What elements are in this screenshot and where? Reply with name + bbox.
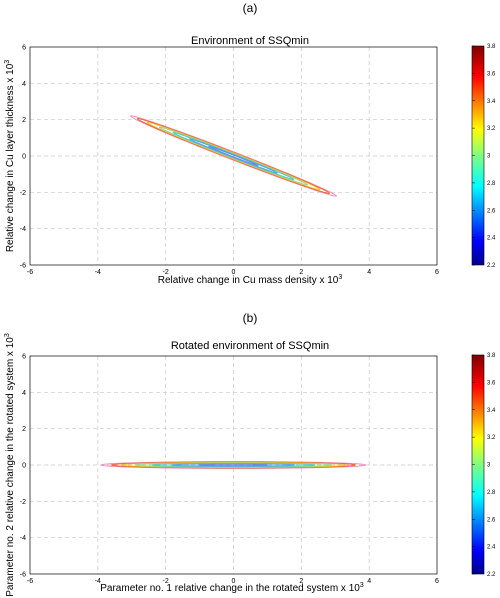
colorbar-tick-label: 2.4	[487, 236, 496, 242]
contour-line	[151, 463, 316, 467]
panel-a-x-axis-label: Relative change in Cu mass density x 103	[158, 274, 343, 286]
panel-b-grid	[30, 356, 437, 574]
colorbar-tick-label: 3	[487, 154, 491, 160]
colorbar-tick-label: 3.2	[487, 435, 496, 441]
panel-b-contours	[100, 461, 367, 469]
contour-line	[130, 115, 337, 197]
y-tick-label: -4	[20, 226, 26, 233]
contour-line	[158, 126, 309, 186]
y-tick-label: -2	[20, 190, 26, 197]
colorbar-tick-label: 2.8	[487, 181, 496, 187]
colorbar-tick-label: 3.2	[487, 126, 496, 132]
x-tick-label: 0	[232, 269, 236, 276]
colorbar-tick-label: 3.6	[487, 380, 496, 386]
panel-a-chart: (a) Environment of SSQmin -6 -4 -2 0 2 4 6 -6-…	[4, 1, 496, 286]
x-tick-label: 6	[435, 578, 439, 585]
colorbar-tick-label: 3.8	[487, 353, 496, 359]
colorbar-tick-label: 3.8	[487, 44, 496, 50]
colorbar-tick-label: 3.6	[487, 71, 496, 77]
y-tick-label: 4	[22, 81, 26, 88]
panel-a-plot-frame	[29, 46, 438, 266]
y-tick-label: -2	[20, 499, 26, 506]
colorbar-tick-label: 3.4	[487, 408, 496, 414]
y-tick-label: -4	[20, 535, 26, 542]
x-tick-label: -4	[95, 269, 101, 276]
x-tick-label: 2	[299, 578, 303, 585]
x-tick-label: -6	[27, 578, 33, 585]
x-tick-label: -2	[163, 269, 169, 276]
contour-line	[198, 463, 268, 467]
contour-line	[171, 463, 295, 467]
panel-b-plot-frame	[29, 355, 438, 575]
contour-line	[134, 462, 333, 468]
colorbar-tick-label: 2.6	[487, 208, 496, 214]
panel-b-x-axis-label: Parameter no. 1 relative change in the r…	[100, 582, 364, 594]
panel-a-y-ticks: -6 -4 -2 0 2 4 6	[20, 45, 26, 270]
panel-b-x-ticks: -6 -4 -2 0 2 4 6	[27, 578, 439, 585]
colorbar-tick-label: 2.2	[487, 263, 496, 269]
y-tick-label: 6	[22, 45, 26, 52]
panel-b-colorbar-ticks: 2.2 2.4 2.6 2.8 3 3.2 3.4 3.6 3.8	[472, 353, 496, 578]
x-tick-label: 4	[367, 578, 371, 585]
contour-line	[189, 138, 278, 174]
x-tick-label: 2	[299, 269, 303, 276]
y-tick-label: 4	[22, 390, 26, 397]
contour-line	[146, 121, 321, 191]
colorbar-tick-label: 2.8	[487, 490, 496, 496]
y-tick-label: 0	[22, 154, 26, 161]
colorbar-tick-label: 2.4	[487, 545, 496, 551]
contour-line	[100, 461, 367, 469]
colorbar-tick-label: 3.4	[487, 99, 496, 105]
panel-b-y-axis-label: Parameter no. 2 relative change in the r…	[4, 333, 16, 597]
panel-a-y-axis-label: Relative change in Cu layer thickness x …	[4, 60, 16, 252]
panel-a-grid	[30, 47, 437, 265]
panel-a-contours	[130, 115, 337, 197]
panel-a-tag: (a)	[243, 1, 258, 15]
panel-a-colorbar-ticks: 2.2 2.4 2.6 2.8 3 3.2 3.4 3.6 3.8	[472, 44, 496, 269]
x-tick-label: 4	[367, 269, 371, 276]
colorbar-tick-label: 3	[487, 463, 491, 469]
panel-b-chart: (b) Rotated environment of SSQmin -6 -4 -2…	[4, 311, 496, 597]
colorbar-tick-label: 2.2	[487, 572, 496, 578]
x-tick-label: -2	[163, 578, 169, 585]
contour-line	[120, 462, 346, 468]
x-tick-label: -4	[95, 578, 101, 585]
y-tick-label: 0	[22, 463, 26, 470]
panel-a-title: Environment of SSQmin	[191, 35, 309, 47]
y-tick-label: 2	[22, 117, 26, 124]
y-tick-label: 6	[22, 354, 26, 361]
x-tick-label: 0	[232, 578, 236, 585]
colorbar-tick-label: 2.6	[487, 517, 496, 523]
y-tick-label: -6	[20, 572, 26, 579]
contour-line	[208, 145, 259, 167]
y-tick-label: -6	[20, 263, 26, 270]
x-tick-label: 6	[435, 269, 439, 276]
panel-a-x-ticks: -6 -4 -2 0 2 4 6	[27, 269, 439, 276]
x-tick-label: -6	[27, 269, 33, 276]
panel-b-y-ticks: -6 -4 -2 0 2 4 6	[20, 354, 26, 579]
panel-b-title: Rotated environment of SSQmin	[171, 340, 329, 352]
y-tick-label: 2	[22, 426, 26, 433]
panel-b-tag: (b)	[243, 311, 258, 325]
contour-line	[172, 132, 295, 180]
